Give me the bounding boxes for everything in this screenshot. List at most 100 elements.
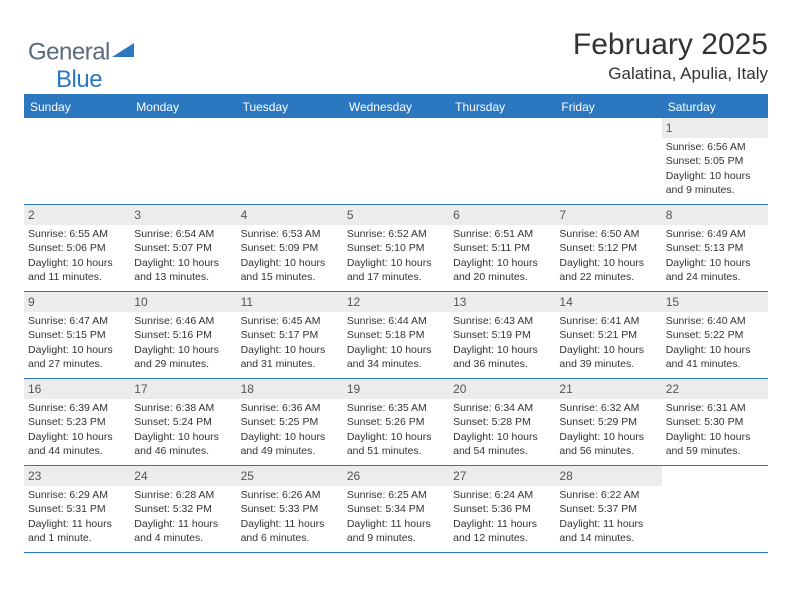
day-body: Sunrise: 6:25 AMSunset: 5:34 PMDaylight:…	[343, 486, 449, 549]
day-header-thu: Thursday	[449, 96, 555, 118]
sunset-text: Sunset: 5:05 PM	[666, 154, 764, 168]
sunset-text: Sunset: 5:22 PM	[666, 328, 764, 342]
sunrise-text: Sunrise: 6:54 AM	[134, 227, 232, 241]
day-number: 14	[555, 292, 661, 312]
daylight-text: Daylight: 10 hours and 41 minutes.	[666, 343, 764, 371]
day-body: Sunrise: 6:29 AMSunset: 5:31 PMDaylight:…	[24, 486, 130, 549]
day-cell: 1Sunrise: 6:56 AMSunset: 5:05 PMDaylight…	[662, 118, 768, 204]
day-cell: 4Sunrise: 6:53 AMSunset: 5:09 PMDaylight…	[237, 205, 343, 291]
sunrise-text: Sunrise: 6:41 AM	[559, 314, 657, 328]
sunrise-text: Sunrise: 6:22 AM	[559, 488, 657, 502]
sunrise-text: Sunrise: 6:55 AM	[28, 227, 126, 241]
day-header-tue: Tuesday	[237, 96, 343, 118]
sunset-text: Sunset: 5:06 PM	[28, 241, 126, 255]
day-cell: 6Sunrise: 6:51 AMSunset: 5:11 PMDaylight…	[449, 205, 555, 291]
sunrise-text: Sunrise: 6:31 AM	[666, 401, 764, 415]
day-cell: 27Sunrise: 6:24 AMSunset: 5:36 PMDayligh…	[449, 466, 555, 552]
daylight-text: Daylight: 10 hours and 54 minutes.	[453, 430, 551, 458]
sunrise-text: Sunrise: 6:26 AM	[241, 488, 339, 502]
sunset-text: Sunset: 5:26 PM	[347, 415, 445, 429]
day-body: Sunrise: 6:55 AMSunset: 5:06 PMDaylight:…	[24, 225, 130, 288]
sunrise-text: Sunrise: 6:56 AM	[666, 140, 764, 154]
day-cell: 24Sunrise: 6:28 AMSunset: 5:32 PMDayligh…	[130, 466, 236, 552]
day-body: Sunrise: 6:34 AMSunset: 5:28 PMDaylight:…	[449, 399, 555, 462]
day-header-fri: Friday	[555, 96, 661, 118]
daylight-text: Daylight: 11 hours and 4 minutes.	[134, 517, 232, 545]
sunrise-text: Sunrise: 6:25 AM	[347, 488, 445, 502]
week-row: 9Sunrise: 6:47 AMSunset: 5:15 PMDaylight…	[24, 292, 768, 379]
day-body: Sunrise: 6:24 AMSunset: 5:36 PMDaylight:…	[449, 486, 555, 549]
daylight-text: Daylight: 11 hours and 6 minutes.	[241, 517, 339, 545]
sunrise-text: Sunrise: 6:43 AM	[453, 314, 551, 328]
sunrise-text: Sunrise: 6:32 AM	[559, 401, 657, 415]
sunrise-text: Sunrise: 6:39 AM	[28, 401, 126, 415]
day-body: Sunrise: 6:53 AMSunset: 5:09 PMDaylight:…	[237, 225, 343, 288]
day-body: Sunrise: 6:28 AMSunset: 5:32 PMDaylight:…	[130, 486, 236, 549]
day-cell: 7Sunrise: 6:50 AMSunset: 5:12 PMDaylight…	[555, 205, 661, 291]
sunrise-text: Sunrise: 6:49 AM	[666, 227, 764, 241]
daylight-text: Daylight: 10 hours and 36 minutes.	[453, 343, 551, 371]
day-header-mon: Monday	[130, 96, 236, 118]
day-body: Sunrise: 6:26 AMSunset: 5:33 PMDaylight:…	[237, 486, 343, 549]
sunset-text: Sunset: 5:36 PM	[453, 502, 551, 516]
sunset-text: Sunset: 5:30 PM	[666, 415, 764, 429]
sunset-text: Sunset: 5:37 PM	[559, 502, 657, 516]
day-cell	[343, 118, 449, 204]
day-body: Sunrise: 6:45 AMSunset: 5:17 PMDaylight:…	[237, 312, 343, 375]
sunset-text: Sunset: 5:23 PM	[28, 415, 126, 429]
sunrise-text: Sunrise: 6:47 AM	[28, 314, 126, 328]
day-body: Sunrise: 6:46 AMSunset: 5:16 PMDaylight:…	[130, 312, 236, 375]
week-row: 23Sunrise: 6:29 AMSunset: 5:31 PMDayligh…	[24, 466, 768, 553]
day-number: 17	[130, 379, 236, 399]
day-header-wed: Wednesday	[343, 96, 449, 118]
daylight-text: Daylight: 10 hours and 46 minutes.	[134, 430, 232, 458]
day-body: Sunrise: 6:52 AMSunset: 5:10 PMDaylight:…	[343, 225, 449, 288]
day-number: 19	[343, 379, 449, 399]
sunset-text: Sunset: 5:29 PM	[559, 415, 657, 429]
week-row: 16Sunrise: 6:39 AMSunset: 5:23 PMDayligh…	[24, 379, 768, 466]
day-body: Sunrise: 6:47 AMSunset: 5:15 PMDaylight:…	[24, 312, 130, 375]
sunrise-text: Sunrise: 6:53 AM	[241, 227, 339, 241]
month-title: February 2025	[24, 28, 768, 62]
day-cell: 3Sunrise: 6:54 AMSunset: 5:07 PMDaylight…	[130, 205, 236, 291]
day-cell: 17Sunrise: 6:38 AMSunset: 5:24 PMDayligh…	[130, 379, 236, 465]
day-body: Sunrise: 6:32 AMSunset: 5:29 PMDaylight:…	[555, 399, 661, 462]
day-cell: 2Sunrise: 6:55 AMSunset: 5:06 PMDaylight…	[24, 205, 130, 291]
day-number: 12	[343, 292, 449, 312]
logo-word2: Blue	[56, 66, 134, 94]
day-cell	[555, 118, 661, 204]
daylight-text: Daylight: 10 hours and 27 minutes.	[28, 343, 126, 371]
day-cell	[237, 118, 343, 204]
sunset-text: Sunset: 5:16 PM	[134, 328, 232, 342]
day-cell: 8Sunrise: 6:49 AMSunset: 5:13 PMDaylight…	[662, 205, 768, 291]
day-number: 5	[343, 205, 449, 225]
day-body: Sunrise: 6:40 AMSunset: 5:22 PMDaylight:…	[662, 312, 768, 375]
day-body: Sunrise: 6:38 AMSunset: 5:24 PMDaylight:…	[130, 399, 236, 462]
day-number: 4	[237, 205, 343, 225]
logo-word1: General	[28, 38, 110, 65]
sunrise-text: Sunrise: 6:40 AM	[666, 314, 764, 328]
daylight-text: Daylight: 11 hours and 1 minute.	[28, 517, 126, 545]
daylight-text: Daylight: 10 hours and 20 minutes.	[453, 256, 551, 284]
sunset-text: Sunset: 5:13 PM	[666, 241, 764, 255]
day-cell: 14Sunrise: 6:41 AMSunset: 5:21 PMDayligh…	[555, 292, 661, 378]
day-cell	[130, 118, 236, 204]
logo-triangle-icon	[112, 36, 134, 64]
sunset-text: Sunset: 5:18 PM	[347, 328, 445, 342]
day-body: Sunrise: 6:22 AMSunset: 5:37 PMDaylight:…	[555, 486, 661, 549]
sunset-text: Sunset: 5:31 PM	[28, 502, 126, 516]
calendar-grid: Sunday Monday Tuesday Wednesday Thursday…	[24, 96, 768, 553]
sunset-text: Sunset: 5:24 PM	[134, 415, 232, 429]
day-body: Sunrise: 6:35 AMSunset: 5:26 PMDaylight:…	[343, 399, 449, 462]
day-body: Sunrise: 6:50 AMSunset: 5:12 PMDaylight:…	[555, 225, 661, 288]
brand-logo: General Blue	[28, 36, 134, 94]
day-cell: 12Sunrise: 6:44 AMSunset: 5:18 PMDayligh…	[343, 292, 449, 378]
location-label: Galatina, Apulia, Italy	[24, 64, 768, 84]
day-number: 24	[130, 466, 236, 486]
day-number: 23	[24, 466, 130, 486]
day-cell: 23Sunrise: 6:29 AMSunset: 5:31 PMDayligh…	[24, 466, 130, 552]
day-cell: 9Sunrise: 6:47 AMSunset: 5:15 PMDaylight…	[24, 292, 130, 378]
daylight-text: Daylight: 10 hours and 15 minutes.	[241, 256, 339, 284]
sunset-text: Sunset: 5:11 PM	[453, 241, 551, 255]
sunrise-text: Sunrise: 6:52 AM	[347, 227, 445, 241]
